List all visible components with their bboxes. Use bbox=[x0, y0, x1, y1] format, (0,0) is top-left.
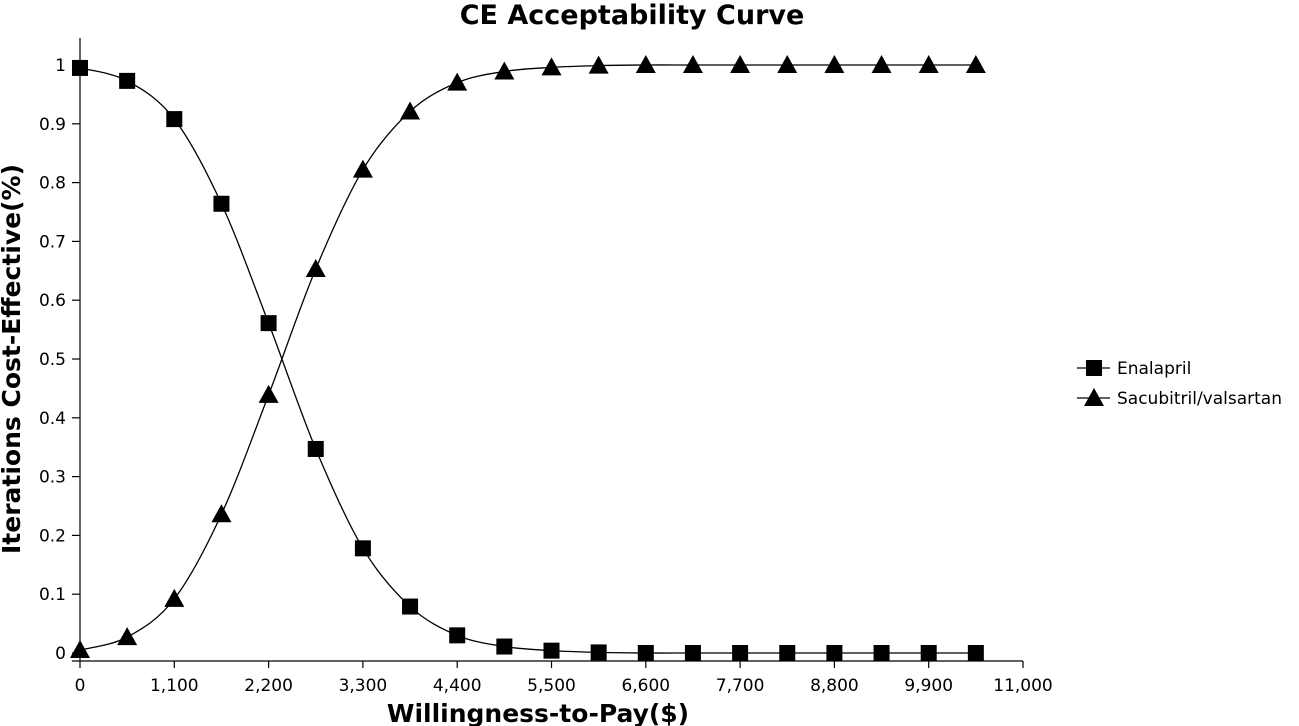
data-point-triangle bbox=[164, 588, 185, 607]
data-point-triangle bbox=[447, 72, 468, 91]
data-point-triangle bbox=[258, 384, 279, 403]
data-point-triangle bbox=[635, 55, 656, 73]
data-point-square bbox=[213, 195, 230, 212]
x-axis-ticks: 0 1,100 2,200 3,300 4,400 5,500 6,600 7,700 8,80… bbox=[75, 661, 1053, 696]
x-tick-label: 1,100 bbox=[150, 676, 199, 696]
series-enalapril bbox=[72, 59, 984, 661]
x-axis-label: Willingness-to-Pay($) bbox=[387, 699, 689, 726]
x-tick-label: 2,200 bbox=[244, 676, 293, 696]
data-point-square bbox=[873, 645, 890, 661]
data-point-square bbox=[826, 645, 843, 661]
y-tick-label: 0.2 bbox=[39, 526, 66, 546]
data-point-square bbox=[779, 645, 796, 661]
data-point-triangle bbox=[588, 55, 609, 74]
legend-marker-square bbox=[1086, 360, 1102, 376]
data-point-triangle bbox=[305, 259, 326, 278]
series-group bbox=[70, 55, 986, 661]
x-tick-label: 8,800 bbox=[810, 676, 859, 696]
x-tick-label: 9,900 bbox=[904, 676, 953, 696]
y-tick-label: 0.1 bbox=[39, 585, 66, 605]
legend-item: Sacubitril/valsartan bbox=[1077, 388, 1282, 409]
data-point-triangle bbox=[918, 55, 939, 73]
legend-marker-triangle bbox=[1084, 388, 1104, 406]
legend-item: Enalapril bbox=[1077, 359, 1191, 379]
chart-title: CE Acceptability Curve bbox=[460, 0, 805, 31]
series-sacubitril-valsartan bbox=[70, 55, 986, 659]
data-point-square bbox=[590, 644, 607, 661]
y-axis-label: Iterations Cost-Effective(%) bbox=[0, 164, 26, 554]
data-point-square bbox=[166, 111, 183, 128]
data-point-square bbox=[920, 645, 937, 661]
legend-label: Enalapril bbox=[1117, 359, 1191, 379]
data-point-square bbox=[354, 540, 371, 557]
data-point-square bbox=[496, 638, 513, 655]
data-point-triangle bbox=[965, 55, 986, 73]
data-point-square bbox=[684, 645, 701, 661]
y-tick-label: 0.3 bbox=[39, 468, 66, 488]
data-point-square bbox=[72, 59, 88, 76]
data-point-square bbox=[402, 598, 419, 615]
legend: Enalapril Sacubitril/valsartan bbox=[1077, 359, 1282, 409]
data-point-triangle bbox=[682, 55, 703, 73]
series-line bbox=[79, 64, 976, 651]
data-point-triangle bbox=[211, 504, 232, 523]
x-tick-label: 0 bbox=[75, 676, 86, 696]
y-tick-label: 0.9 bbox=[39, 115, 66, 135]
data-point-square bbox=[637, 645, 654, 661]
x-tick-label: 4,400 bbox=[433, 676, 482, 696]
y-tick-label: 0 bbox=[55, 644, 66, 664]
y-tick-label: 0.7 bbox=[39, 232, 66, 252]
y-tick-label: 1 bbox=[55, 56, 66, 76]
x-tick-label: 6,600 bbox=[621, 676, 670, 696]
data-point-triangle bbox=[824, 55, 845, 73]
data-point-triangle bbox=[117, 627, 138, 646]
x-tick-label: 3,300 bbox=[339, 676, 388, 696]
data-point-square bbox=[732, 645, 749, 661]
data-point-square bbox=[543, 642, 560, 659]
x-tick-label: 11,000 bbox=[993, 676, 1052, 696]
y-tick-label: 0.4 bbox=[39, 409, 66, 429]
data-point-triangle bbox=[400, 101, 421, 120]
data-point-triangle bbox=[494, 61, 515, 80]
data-point-triangle bbox=[871, 55, 892, 73]
data-point-square bbox=[967, 645, 984, 661]
y-tick-label: 0.6 bbox=[39, 291, 66, 311]
data-point-square bbox=[449, 627, 466, 644]
data-point-triangle bbox=[777, 55, 798, 73]
y-tick-label: 0.5 bbox=[39, 350, 66, 370]
data-point-square bbox=[119, 72, 136, 89]
data-point-triangle bbox=[730, 55, 751, 73]
y-axis-ticks: 0 0.1 0.2 0.3 0.4 0.5 0.6 0.7 0.8 0.9 1 bbox=[39, 56, 80, 664]
series-line bbox=[79, 67, 976, 654]
data-point-triangle bbox=[70, 640, 90, 659]
data-point-square bbox=[307, 440, 324, 457]
axes bbox=[72, 38, 1023, 662]
legend-label: Sacubitril/valsartan bbox=[1117, 389, 1282, 409]
data-point-triangle bbox=[541, 57, 562, 76]
data-point-triangle bbox=[352, 159, 373, 178]
x-tick-label: 5,500 bbox=[527, 676, 576, 696]
x-tick-label: 7,700 bbox=[716, 676, 765, 696]
y-tick-label: 0.8 bbox=[39, 174, 66, 194]
data-point-square bbox=[260, 315, 277, 332]
